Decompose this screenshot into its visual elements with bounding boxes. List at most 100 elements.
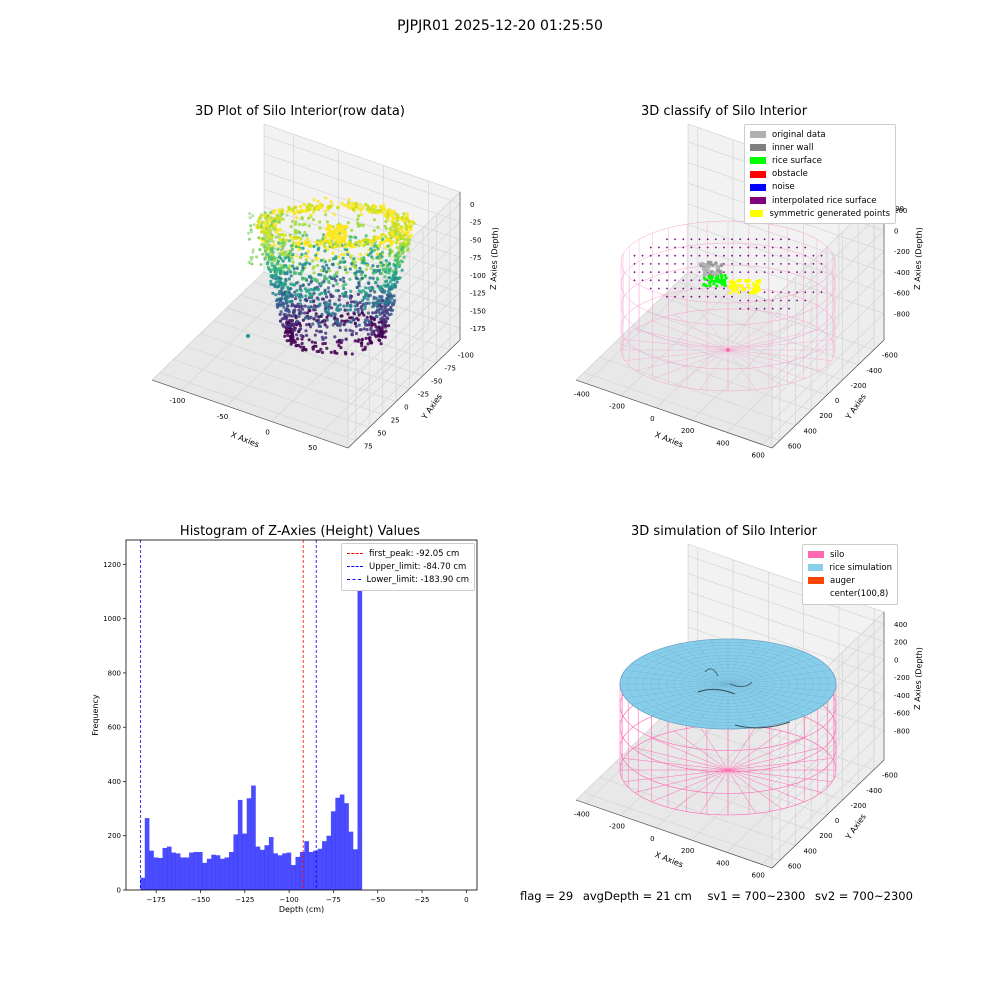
plot1-point xyxy=(305,333,309,337)
plot4-legend-swatch xyxy=(808,551,824,559)
plot2-silo-floor-spoke xyxy=(635,329,729,351)
plot3-legend-item: Lower_limit: -183.90 cm xyxy=(347,573,469,586)
plot1-point-top xyxy=(342,203,347,207)
plot1-ytick: -50 xyxy=(431,378,442,386)
plot1-point xyxy=(358,300,362,305)
plot4-rice-mesh-spoke xyxy=(727,647,792,685)
plot2-rice-point xyxy=(708,275,712,279)
plot1-point xyxy=(333,316,337,320)
plot4-silo-floor-spoke xyxy=(727,758,833,771)
plot1-point-outlier xyxy=(276,234,280,238)
plot4-rice-mesh-spoke xyxy=(621,683,729,692)
plot1-point xyxy=(380,311,384,315)
plot2-rice-point xyxy=(708,280,713,284)
plot1-point xyxy=(308,291,312,295)
plot1-point xyxy=(285,265,289,269)
plot2-interp-point xyxy=(804,299,807,302)
plot1-point xyxy=(356,310,360,314)
histogram-bar xyxy=(251,785,256,890)
plot2-ztick: -200 xyxy=(894,248,910,256)
plot1-point xyxy=(393,285,397,289)
plot1-point xyxy=(307,282,311,286)
plot1-point xyxy=(318,220,322,224)
plot1-point xyxy=(320,297,325,301)
plot2-legend-label: noise xyxy=(772,182,795,193)
plot2-interp-point xyxy=(820,263,823,265)
plot2-interp-point xyxy=(780,263,782,265)
plot1-point xyxy=(289,225,293,229)
plot1-point-outlier xyxy=(251,250,255,254)
plot1-point xyxy=(343,268,348,272)
plot2-wall-point xyxy=(711,263,715,268)
plot1-point xyxy=(272,256,276,260)
plot1-point xyxy=(361,298,365,303)
plot1-point xyxy=(340,338,344,342)
plot1-point-top xyxy=(291,241,296,245)
plot1-point-top xyxy=(361,206,365,210)
plot1-point xyxy=(283,272,287,276)
plot1-point-outlier xyxy=(266,214,270,218)
plot1-point xyxy=(364,294,368,298)
plot1-point-outlier xyxy=(263,245,267,249)
plot1-point-outlier xyxy=(251,214,255,218)
plot4-ytick: 400 xyxy=(804,847,817,855)
plot2-interp-point xyxy=(747,254,750,257)
plot1-point xyxy=(293,222,298,226)
plot2-interp-point xyxy=(641,254,644,257)
plot1-point xyxy=(269,270,273,274)
plot2-symmetric-point xyxy=(737,283,742,287)
plot2-interp-point xyxy=(739,254,742,257)
plot1-point xyxy=(406,247,410,251)
plot1-point xyxy=(361,270,365,274)
plot1-point xyxy=(342,319,347,323)
plot1-point xyxy=(303,287,307,291)
plot2-interp-point xyxy=(755,307,758,310)
plot1-point xyxy=(389,293,393,297)
plot1-point xyxy=(269,279,273,283)
plot1-point xyxy=(281,266,285,270)
plot1-point-outlier xyxy=(248,216,252,220)
plot1-point-outlier xyxy=(260,213,263,217)
plot2-rice-point xyxy=(723,283,727,288)
plot2-symmetric-point xyxy=(740,284,744,288)
plot1-point xyxy=(354,276,358,280)
histogram-bar xyxy=(144,818,150,890)
plot4-legend-label: center(100,8) xyxy=(830,589,889,600)
plot4-rice-mesh-spoke xyxy=(727,643,778,685)
plot1-point xyxy=(343,308,347,312)
plot1-point xyxy=(373,290,377,294)
plot3-title: Histogram of Z-Axies (Height) Values xyxy=(179,524,421,539)
plot1-point xyxy=(287,277,291,281)
plot1-point xyxy=(404,231,408,235)
plot1-point xyxy=(384,329,388,333)
histogram-bar xyxy=(233,834,239,890)
plot1-point xyxy=(336,319,340,323)
plot1-point xyxy=(356,318,360,322)
plot1-point xyxy=(357,270,362,274)
plot1-point xyxy=(323,341,327,346)
plot2-interp-point xyxy=(633,254,636,257)
plot2-interp-point xyxy=(723,246,725,249)
plot1-point xyxy=(310,279,314,283)
plot1-point xyxy=(363,275,367,279)
plot1-point xyxy=(287,239,291,243)
plot1-point-top xyxy=(347,243,352,247)
plot1-point-top xyxy=(366,238,370,242)
plot1-point xyxy=(323,209,327,213)
plot1-point-top xyxy=(398,232,402,236)
plot1-point xyxy=(365,315,369,319)
plot2-silo-floor-spoke xyxy=(727,349,782,386)
plot1-point xyxy=(372,329,376,333)
plot1-point xyxy=(285,297,289,301)
plot1-point xyxy=(303,222,307,226)
plot2-silo-floor-spoke xyxy=(727,349,756,390)
plot1-point-highlight xyxy=(342,236,346,240)
plot1-point xyxy=(311,259,315,263)
plot1-point xyxy=(367,301,371,305)
plot2-interp-point xyxy=(788,299,790,302)
plot1-point xyxy=(298,305,302,309)
plot1-point xyxy=(371,305,375,309)
plot1-point xyxy=(304,315,308,319)
plot1-point xyxy=(401,250,406,254)
plot4-depression xyxy=(729,681,753,687)
